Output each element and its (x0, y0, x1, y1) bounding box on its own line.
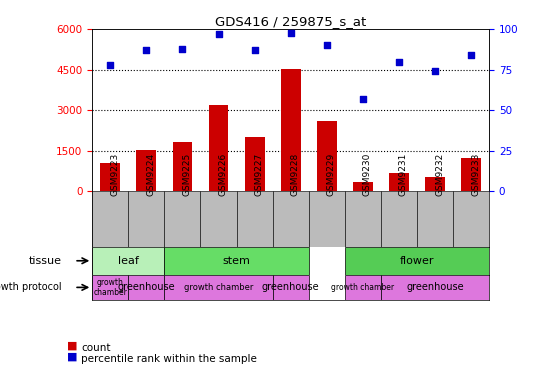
Bar (101, 163, 120, 191)
Text: GSM9230: GSM9230 (363, 152, 372, 196)
Bar (129, 274, 164, 300)
Text: growth
chamber: growth chamber (93, 278, 127, 297)
Bar (381, 191, 417, 247)
Title: GDS416 / 259875_s_at: GDS416 / 259875_s_at (215, 15, 366, 28)
Bar (345, 247, 489, 274)
Point (178, 46, 187, 52)
Bar (129, 191, 164, 247)
Text: greenhouse: greenhouse (117, 283, 175, 292)
Point (395, 59, 404, 65)
Text: GSM9231: GSM9231 (399, 152, 408, 196)
Text: greenhouse: greenhouse (262, 283, 320, 292)
Point (430, 68, 439, 74)
Bar (92, 247, 164, 274)
Point (142, 48, 151, 53)
Text: GSM9223: GSM9223 (110, 153, 119, 196)
Bar (164, 191, 201, 247)
Bar (389, 173, 409, 191)
Bar (281, 69, 301, 191)
Point (467, 52, 476, 58)
Text: GSM9225: GSM9225 (182, 153, 191, 196)
Bar (245, 137, 264, 191)
Text: growth protocol: growth protocol (0, 283, 61, 292)
Point (358, 96, 367, 102)
Bar (164, 274, 273, 300)
Bar (345, 191, 381, 247)
Bar (453, 191, 489, 247)
Text: tissue: tissue (29, 256, 61, 266)
Text: stem: stem (222, 256, 250, 266)
Bar (425, 177, 445, 191)
Bar (345, 274, 381, 300)
Text: growth chamber: growth chamber (331, 283, 395, 292)
Point (250, 48, 259, 53)
Bar (92, 274, 129, 300)
Text: GSM9228: GSM9228 (291, 153, 300, 196)
Text: GSM9229: GSM9229 (327, 153, 336, 196)
Bar (236, 191, 273, 247)
Bar (209, 105, 229, 191)
Text: GSM9224: GSM9224 (146, 153, 155, 196)
Point (214, 31, 223, 37)
Text: percentile rank within the sample: percentile rank within the sample (81, 354, 257, 365)
Text: growth chamber: growth chamber (184, 283, 253, 292)
Point (323, 42, 331, 48)
Text: flower: flower (400, 256, 434, 266)
Point (106, 62, 115, 68)
Bar (353, 182, 373, 191)
Text: greenhouse: greenhouse (406, 283, 464, 292)
Text: GSM9227: GSM9227 (254, 153, 264, 196)
Text: count: count (81, 343, 111, 354)
Point (286, 30, 295, 36)
Bar (201, 191, 236, 247)
Bar (461, 158, 481, 191)
Text: ■: ■ (67, 340, 78, 350)
Text: leaf: leaf (118, 256, 139, 266)
Text: GSM9226: GSM9226 (219, 153, 228, 196)
Bar (317, 121, 337, 191)
Text: GSM9232: GSM9232 (435, 153, 444, 196)
Text: ■: ■ (67, 351, 78, 361)
Bar (92, 191, 129, 247)
Bar (173, 142, 192, 191)
Text: GSM9233: GSM9233 (471, 152, 480, 196)
Bar (381, 274, 489, 300)
Bar (136, 150, 157, 191)
Bar (273, 274, 309, 300)
Bar (309, 191, 345, 247)
Bar (164, 247, 309, 274)
Bar (417, 191, 453, 247)
Bar (273, 191, 309, 247)
